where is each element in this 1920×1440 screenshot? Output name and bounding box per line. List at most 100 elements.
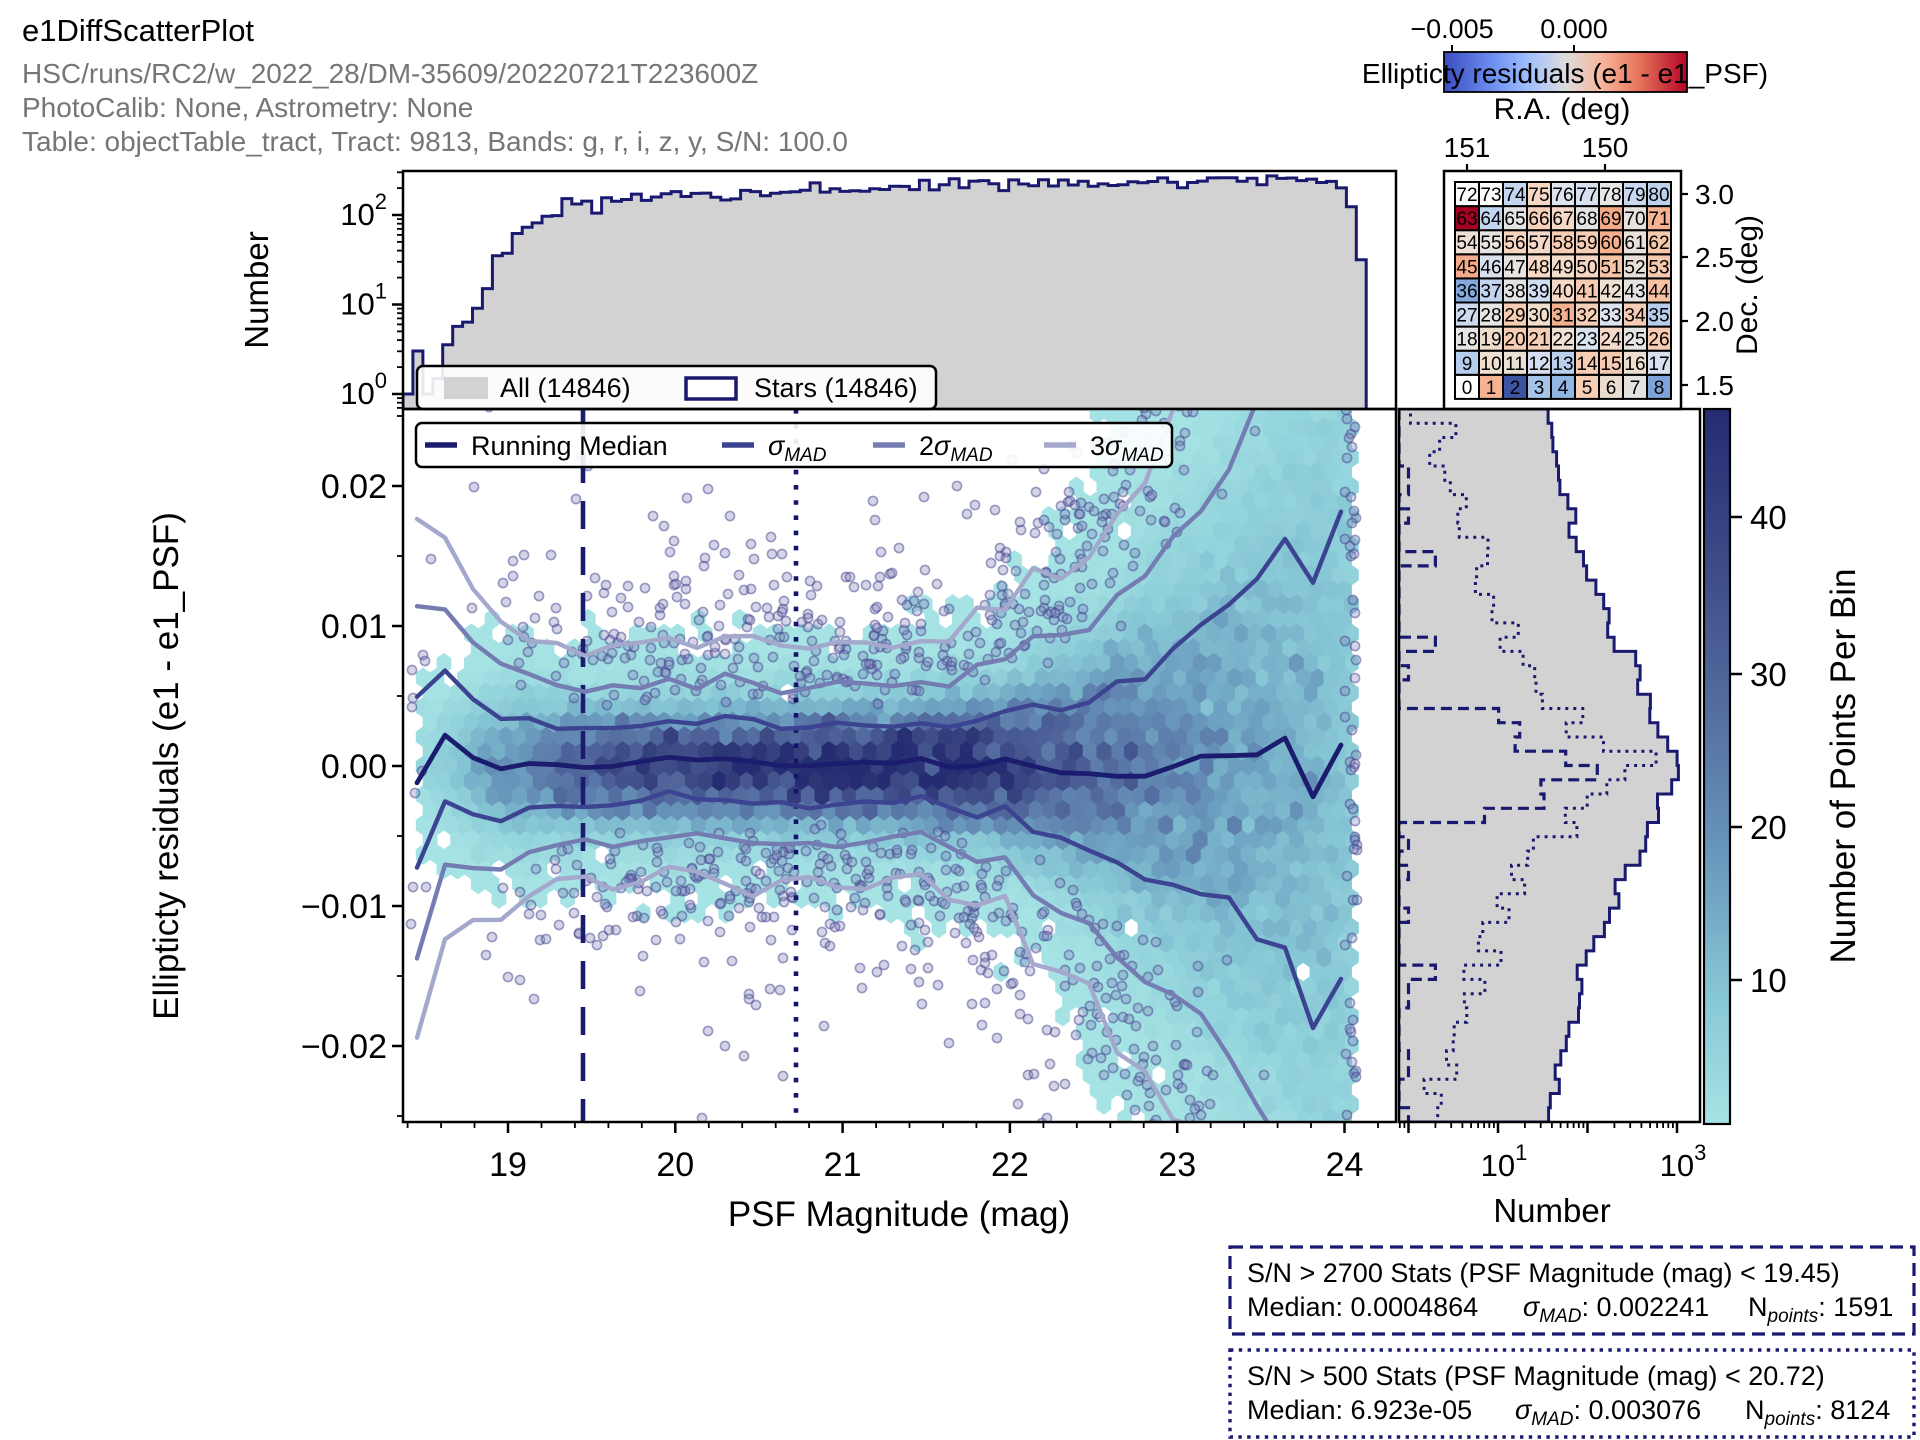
svg-text:64: 64 — [1480, 209, 1502, 230]
svg-text:All (14846): All (14846) — [500, 373, 631, 403]
svg-text:Running Median: Running Median — [471, 431, 668, 461]
svg-text:S/N > 500 Stats (PSF Magnitude: S/N > 500 Stats (PSF Magnitude (mag) < 2… — [1247, 1361, 1825, 1391]
svg-text:42: 42 — [1600, 281, 1621, 302]
svg-text:19: 19 — [489, 1146, 527, 1184]
svg-text:Stars (14846): Stars (14846) — [754, 373, 918, 403]
svg-text:HSC/runs/RC2/w_2022_28/DM-3560: HSC/runs/RC2/w_2022_28/DM-35609/20220721… — [22, 58, 758, 89]
svg-text:7: 7 — [1630, 378, 1641, 399]
svg-text:Number: Number — [1493, 1192, 1610, 1229]
svg-text:17: 17 — [1648, 354, 1669, 375]
svg-text:28: 28 — [1480, 306, 1501, 327]
svg-text:56: 56 — [1504, 233, 1525, 254]
svg-text:61: 61 — [1624, 233, 1645, 254]
svg-text:32: 32 — [1576, 306, 1597, 327]
svg-text:77: 77 — [1576, 185, 1597, 206]
svg-text:35: 35 — [1648, 306, 1669, 327]
svg-text:20: 20 — [656, 1146, 694, 1184]
svg-text:σMAD: 0.003076: σMAD: 0.003076 — [1515, 1395, 1701, 1430]
svg-text:10: 10 — [1750, 962, 1787, 999]
svg-text:2.0: 2.0 — [1695, 306, 1734, 337]
svg-text:31: 31 — [1552, 306, 1573, 327]
svg-text:11: 11 — [1505, 354, 1525, 375]
svg-text:23: 23 — [1576, 330, 1597, 351]
svg-text:68: 68 — [1576, 209, 1597, 230]
svg-text:0.00: 0.00 — [321, 748, 387, 786]
svg-text:39: 39 — [1528, 281, 1549, 302]
svg-text:Ellipticty residuals (e1 - e1_: Ellipticty residuals (e1 - e1_PSF) — [1362, 58, 1768, 89]
svg-text:22: 22 — [991, 1146, 1029, 1184]
svg-text:45: 45 — [1456, 257, 1477, 278]
svg-text:102: 102 — [340, 189, 387, 232]
svg-text:R.A. (deg): R.A. (deg) — [1494, 93, 1631, 126]
svg-text:0.01: 0.01 — [321, 608, 387, 646]
svg-text:Ellipticty residuals (e1 - e1_: Ellipticty residuals (e1 - e1_PSF) — [147, 512, 186, 1020]
svg-text:12: 12 — [1528, 354, 1549, 375]
svg-text:σMAD: σMAD — [768, 431, 827, 466]
svg-text:2.5: 2.5 — [1695, 242, 1734, 273]
svg-text:13: 13 — [1552, 354, 1573, 375]
svg-text:Npoints: 8124: Npoints: 8124 — [1745, 1395, 1890, 1430]
svg-text:−0.01: −0.01 — [301, 888, 387, 926]
svg-text:16: 16 — [1624, 354, 1645, 375]
svg-text:PSF Magnitude (mag): PSF Magnitude (mag) — [728, 1195, 1070, 1234]
svg-text:62: 62 — [1648, 233, 1669, 254]
svg-text:65: 65 — [1504, 209, 1525, 230]
svg-text:24: 24 — [1326, 1146, 1364, 1184]
svg-text:38: 38 — [1504, 281, 1525, 302]
svg-text:80: 80 — [1648, 185, 1669, 206]
svg-text:27: 27 — [1456, 306, 1477, 327]
svg-text:79: 79 — [1624, 185, 1645, 206]
svg-text:21: 21 — [1528, 330, 1549, 351]
svg-text:43: 43 — [1624, 281, 1645, 302]
svg-text:70: 70 — [1624, 209, 1645, 230]
svg-text:15: 15 — [1600, 354, 1621, 375]
svg-text:20: 20 — [1750, 809, 1787, 846]
svg-text:54: 54 — [1456, 233, 1478, 254]
svg-text:34: 34 — [1624, 306, 1646, 327]
svg-text:67: 67 — [1552, 209, 1573, 230]
svg-text:14: 14 — [1576, 354, 1598, 375]
svg-text:Table: objectTable_tract, Trac: Table: objectTable_tract, Tract: 9813, B… — [22, 126, 848, 157]
svg-text:52: 52 — [1624, 257, 1645, 278]
svg-text:69: 69 — [1600, 209, 1621, 230]
svg-text:73: 73 — [1480, 185, 1501, 206]
svg-text:36: 36 — [1456, 281, 1477, 302]
svg-text:σMAD: 0.002241: σMAD: 0.002241 — [1523, 1292, 1709, 1327]
svg-text:Number of Points Per Bin: Number of Points Per Bin — [1824, 569, 1863, 964]
svg-text:0: 0 — [1462, 378, 1473, 399]
svg-text:37: 37 — [1480, 281, 1501, 302]
svg-text:75: 75 — [1528, 185, 1549, 206]
svg-text:Median: 0.0004864: Median: 0.0004864 — [1247, 1292, 1478, 1322]
svg-text:74: 74 — [1504, 185, 1526, 206]
svg-text:Number: Number — [238, 231, 275, 348]
svg-text:9: 9 — [1462, 354, 1473, 375]
svg-text:50: 50 — [1576, 257, 1597, 278]
svg-text:3.0: 3.0 — [1695, 179, 1734, 210]
svg-text:4: 4 — [1558, 378, 1569, 399]
svg-text:−0.005: −0.005 — [1410, 14, 1493, 44]
svg-text:10: 10 — [1480, 354, 1501, 375]
svg-text:Median: 6.923e-05: Median: 6.923e-05 — [1247, 1395, 1472, 1425]
svg-text:−0.02: −0.02 — [301, 1028, 387, 1066]
svg-text:22: 22 — [1552, 330, 1573, 351]
svg-text:40: 40 — [1750, 499, 1787, 536]
svg-text:6: 6 — [1606, 378, 1617, 399]
svg-text:19: 19 — [1480, 330, 1501, 351]
svg-text:PhotoCalib: None, Astrometry:: PhotoCalib: None, Astrometry: None — [22, 92, 473, 123]
svg-text:1: 1 — [1486, 378, 1497, 399]
svg-text:33: 33 — [1600, 306, 1621, 327]
svg-text:25: 25 — [1624, 330, 1645, 351]
svg-text:Npoints: 1591: Npoints: 1591 — [1748, 1292, 1893, 1327]
svg-text:1.5: 1.5 — [1695, 370, 1734, 401]
svg-text:150: 150 — [1582, 132, 1629, 163]
svg-text:49: 49 — [1552, 257, 1573, 278]
svg-text:18: 18 — [1456, 330, 1477, 351]
svg-text:8: 8 — [1654, 378, 1665, 399]
svg-text:26: 26 — [1648, 330, 1669, 351]
svg-text:41: 41 — [1576, 281, 1597, 302]
svg-text:57: 57 — [1528, 233, 1549, 254]
svg-text:51: 51 — [1600, 257, 1621, 278]
svg-text:30: 30 — [1528, 306, 1549, 327]
svg-text:78: 78 — [1600, 185, 1621, 206]
svg-text:23: 23 — [1158, 1146, 1196, 1184]
